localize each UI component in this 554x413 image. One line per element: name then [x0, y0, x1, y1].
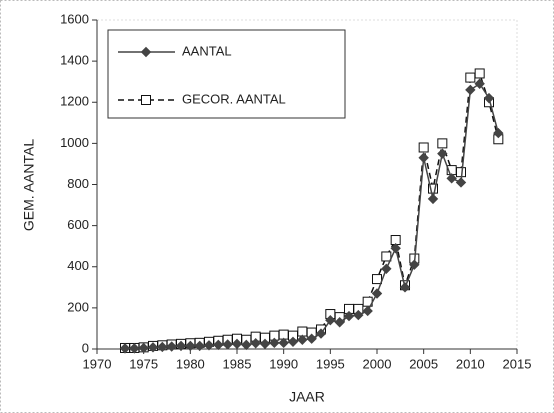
diamond-marker — [287, 336, 299, 348]
diamond-marker — [353, 309, 364, 321]
square-marker — [372, 274, 382, 285]
legend-label: AANTAL — [182, 43, 232, 58]
diamond-marker — [455, 177, 467, 188]
x-tick-label: 1980 — [176, 356, 205, 371]
diamond-marker — [147, 342, 159, 353]
diamond-marker — [483, 92, 495, 104]
diamond-marker — [119, 343, 131, 354]
diamond-marker — [493, 127, 504, 139]
square-marker — [428, 183, 438, 194]
diamond-marker — [241, 339, 252, 351]
diamond-marker — [185, 340, 196, 352]
diamond-marker — [138, 342, 149, 354]
y-tick-label: 400 — [67, 258, 89, 273]
diamond-marker — [231, 338, 243, 350]
diamond-marker — [140, 46, 152, 58]
diamond-marker — [334, 317, 345, 328]
square-marker — [437, 138, 448, 149]
diamond-marker — [362, 305, 373, 317]
diamond-marker — [306, 333, 317, 344]
x-tick-label: 2005 — [409, 356, 438, 371]
diamond-marker — [325, 315, 336, 326]
diamond-marker — [297, 334, 308, 345]
diamond-marker — [399, 282, 411, 293]
x-tick-label: 2000 — [363, 356, 392, 371]
diamond-marker — [203, 340, 215, 351]
diamond-marker — [194, 340, 205, 352]
diamond-marker — [409, 259, 420, 270]
diamond-marker — [371, 288, 383, 299]
x-tick-label: 1995 — [316, 356, 345, 371]
square-marker — [465, 72, 476, 83]
diamond-marker — [250, 338, 261, 349]
diamond-marker — [474, 78, 485, 89]
diamond-marker — [390, 243, 401, 254]
y-tick-label: 800 — [67, 176, 89, 191]
diamond-marker — [446, 173, 457, 184]
diamond-marker — [213, 339, 224, 351]
x-tick-label: 2010 — [456, 356, 485, 371]
legend-label: GECOR. AANTAL — [182, 91, 286, 106]
diamond-marker — [269, 337, 280, 349]
diamond-marker — [157, 341, 168, 353]
diamond-marker — [259, 338, 271, 350]
x-tick-label: 1985 — [223, 356, 252, 371]
square-marker — [418, 142, 429, 153]
series-line — [125, 82, 500, 350]
y-tick-label: 200 — [67, 299, 89, 314]
diamond-marker — [166, 341, 177, 352]
diamond-marker — [381, 263, 392, 275]
y-tick-label: 1600 — [60, 11, 89, 26]
y-tick-label: 600 — [67, 217, 89, 232]
diamond-marker — [343, 310, 355, 322]
diamond-marker — [315, 328, 327, 339]
x-axis-title: JAAR — [289, 389, 325, 405]
y-axis-title: GEM. AANTAL — [21, 139, 37, 232]
x-tick-label: 1975 — [129, 356, 158, 371]
diamond-marker — [222, 339, 233, 350]
square-marker — [141, 95, 151, 105]
diamond-marker — [465, 84, 476, 96]
diamond-marker — [418, 152, 429, 163]
square-marker — [474, 68, 485, 79]
x-tick-label: 1990 — [269, 356, 298, 371]
diamond-marker — [427, 193, 439, 205]
diamond-marker — [175, 340, 187, 352]
y-tick-label: 1200 — [60, 94, 89, 109]
x-tick-label: 2015 — [503, 356, 532, 371]
diamond-marker — [278, 337, 289, 349]
x-tick-label: 1970 — [83, 356, 112, 371]
square-marker — [381, 251, 392, 262]
diamond-marker — [129, 343, 140, 354]
y-tick-label: 0 — [82, 340, 89, 355]
y-tick-label: 1000 — [60, 135, 89, 150]
diamond-marker — [437, 148, 448, 159]
y-tick-label: 1400 — [60, 53, 89, 68]
